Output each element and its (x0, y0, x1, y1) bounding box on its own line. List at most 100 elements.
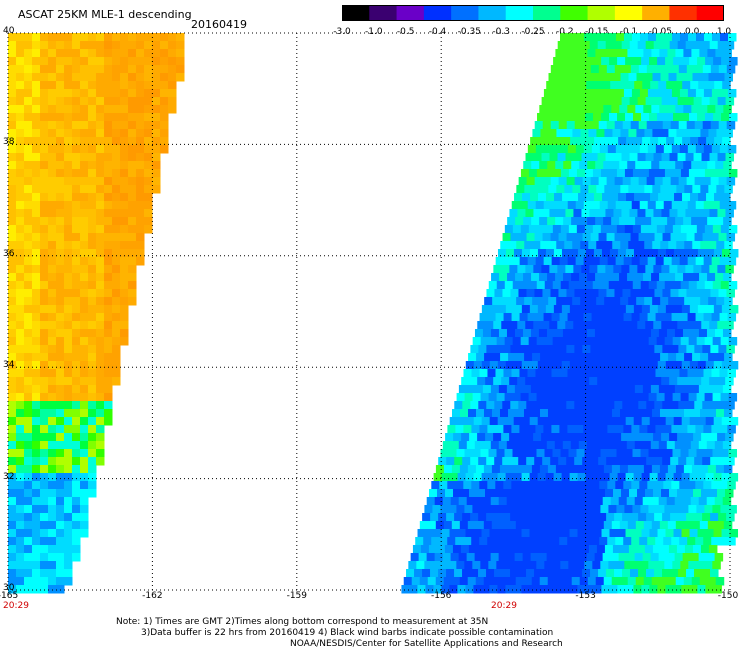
swath-cell-right (501, 265, 510, 274)
swath-cell-right (635, 465, 645, 474)
swath-cell-left (64, 521, 73, 530)
swath-cell-right (587, 105, 596, 114)
swath-cell-left (80, 473, 89, 482)
swath-cell-left (56, 529, 65, 538)
swath-cell-right (682, 497, 692, 506)
swath-cell-right (696, 169, 706, 178)
swath-cell-right (459, 465, 469, 474)
swath-cell-right (677, 153, 687, 162)
swath-cell-left (88, 129, 97, 138)
swath-cell-right (691, 577, 701, 586)
swath-cell-right (585, 249, 595, 258)
swath-cell-left (160, 145, 169, 154)
swath-cell-right (640, 393, 650, 402)
swath-cell-right (523, 577, 533, 586)
swath-cell-right (511, 257, 521, 266)
swath-cell-right (551, 537, 560, 546)
swath-cell-right (597, 153, 607, 162)
swath-cell-right (520, 281, 530, 290)
swath-cell-left (16, 161, 25, 170)
swath-cell-left (120, 81, 129, 90)
swath-cell-right (666, 385, 676, 394)
swath-cell-right (726, 289, 735, 298)
swath-cell-right (641, 529, 651, 538)
swath-cell-right (536, 505, 545, 514)
swath-cell-left (104, 401, 113, 410)
swath-cell-left (24, 497, 33, 506)
swath-cell-left (120, 313, 129, 322)
colorbar-tick-label: 0.0 (684, 27, 700, 37)
swath-cell-left (96, 145, 105, 154)
swath-cell-right (720, 225, 730, 234)
swath-cell-left (40, 521, 49, 530)
swath-cell-right (509, 377, 518, 386)
swath-cell-right (646, 569, 655, 578)
swath-cell-right (530, 137, 539, 146)
swath-cell-right (480, 393, 490, 402)
swath-cell-left (160, 89, 169, 98)
swath-cell-right (500, 241, 509, 250)
swath-cell-left (32, 97, 41, 106)
swath-cell-right (549, 97, 559, 106)
swath-cell-right (663, 537, 672, 546)
swath-cell-right (562, 385, 572, 394)
swath-cell-right (687, 89, 697, 98)
swath-cell-right (613, 265, 622, 274)
swath-cell-right (529, 529, 539, 538)
colorbar-swatch (396, 5, 425, 21)
swath-cell-left (104, 257, 113, 266)
swath-cell-right (531, 409, 541, 418)
swath-cell-right (481, 585, 490, 594)
swath-cell-left (104, 305, 113, 314)
swath-cell-right (668, 185, 677, 194)
swath-cell-right (626, 385, 636, 394)
swath-cell-right (555, 273, 564, 282)
swath-cell-right (541, 377, 550, 386)
swath-cell-left (96, 361, 105, 370)
swath-cell-left (56, 449, 65, 458)
swath-cell-right (601, 361, 611, 370)
swath-cell-left (56, 417, 65, 426)
swath-cell-right (619, 161, 628, 170)
swath-cell-left (88, 305, 97, 314)
swath-cell-right (570, 441, 580, 450)
swath-cell-right (550, 233, 560, 242)
swath-cell-right (487, 369, 496, 378)
swath-cell-left (40, 57, 49, 66)
swath-cell-right (538, 385, 548, 394)
swath-cell-right (650, 497, 660, 506)
swath-cell-right (627, 105, 636, 114)
swath-cell-right (662, 401, 671, 410)
swath-cell-left (24, 329, 33, 338)
swath-cell-left (64, 537, 73, 546)
swath-cell-right (431, 481, 440, 490)
swath-cell-left (24, 129, 33, 138)
swath-cell-left (56, 553, 65, 562)
swath-cell-right (617, 473, 627, 482)
swath-cell-right (612, 185, 621, 194)
swath-cell-right (419, 521, 429, 530)
swath-cell-right (697, 585, 706, 594)
swath-cell-right (653, 153, 663, 162)
swath-cell-right (620, 73, 630, 82)
swath-cell-right (509, 321, 518, 330)
swath-cell-right (506, 553, 516, 562)
swath-cell-right (528, 449, 538, 458)
swath-cell-right (645, 209, 654, 218)
swath-cell-right (417, 585, 426, 594)
swath-cell-left (96, 369, 105, 378)
swath-cell-right (567, 537, 576, 546)
swath-cell-right (559, 145, 569, 154)
swath-cell-right (521, 249, 531, 258)
swath-cell-right (652, 297, 661, 306)
swath-cell-left (64, 161, 73, 170)
swath-cell-left (8, 361, 17, 370)
swath-cell-right (493, 377, 502, 386)
swath-cell-left (96, 265, 105, 274)
swath-cell-left (48, 385, 57, 394)
swath-cell-right (548, 73, 558, 82)
swath-cell-left (24, 521, 33, 530)
swath-cell-right (511, 537, 520, 546)
swath-cell-right (492, 297, 501, 306)
swath-cell-right (616, 281, 626, 290)
